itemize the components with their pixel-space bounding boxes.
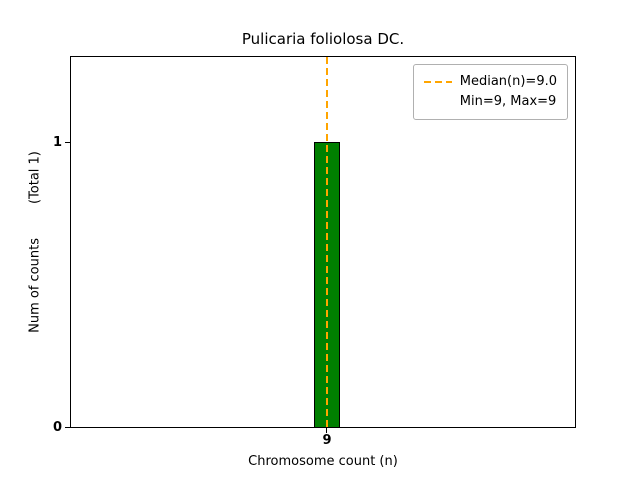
y-axis-label-text: Num of counts: [27, 238, 43, 333]
dashed-line-icon: [423, 81, 452, 83]
y-tick-label-1: 1: [52, 135, 62, 150]
plot-area: Median(n)=9.0 Min=9, Max=9: [70, 56, 576, 428]
y-tick-mark-1: [65, 142, 70, 143]
y-tick-mark-0: [65, 427, 70, 428]
y-tick-label-0: 0: [52, 420, 62, 435]
median-line: [326, 57, 328, 427]
legend-row-minmax: Min=9, Max=9: [424, 92, 557, 112]
total-annotation: (Total 1): [27, 151, 43, 205]
x-axis-label: Chromosome count (n): [248, 454, 398, 469]
x-tick-mark-9: [326, 428, 327, 433]
chart-title: Pulicaria foliolosa DC.: [241, 30, 405, 48]
y-axis-label: Num of counts (Total 1): [28, 151, 43, 333]
legend-swatch-empty: [424, 101, 452, 103]
x-tick-label-9: 9: [322, 433, 332, 448]
legend-label-minmax: Min=9, Max=9: [459, 94, 557, 109]
legend: Median(n)=9.0 Min=9, Max=9: [412, 64, 568, 120]
legend-label-median: Median(n)=9.0: [459, 74, 557, 89]
legend-row-median: Median(n)=9.0: [423, 72, 557, 92]
